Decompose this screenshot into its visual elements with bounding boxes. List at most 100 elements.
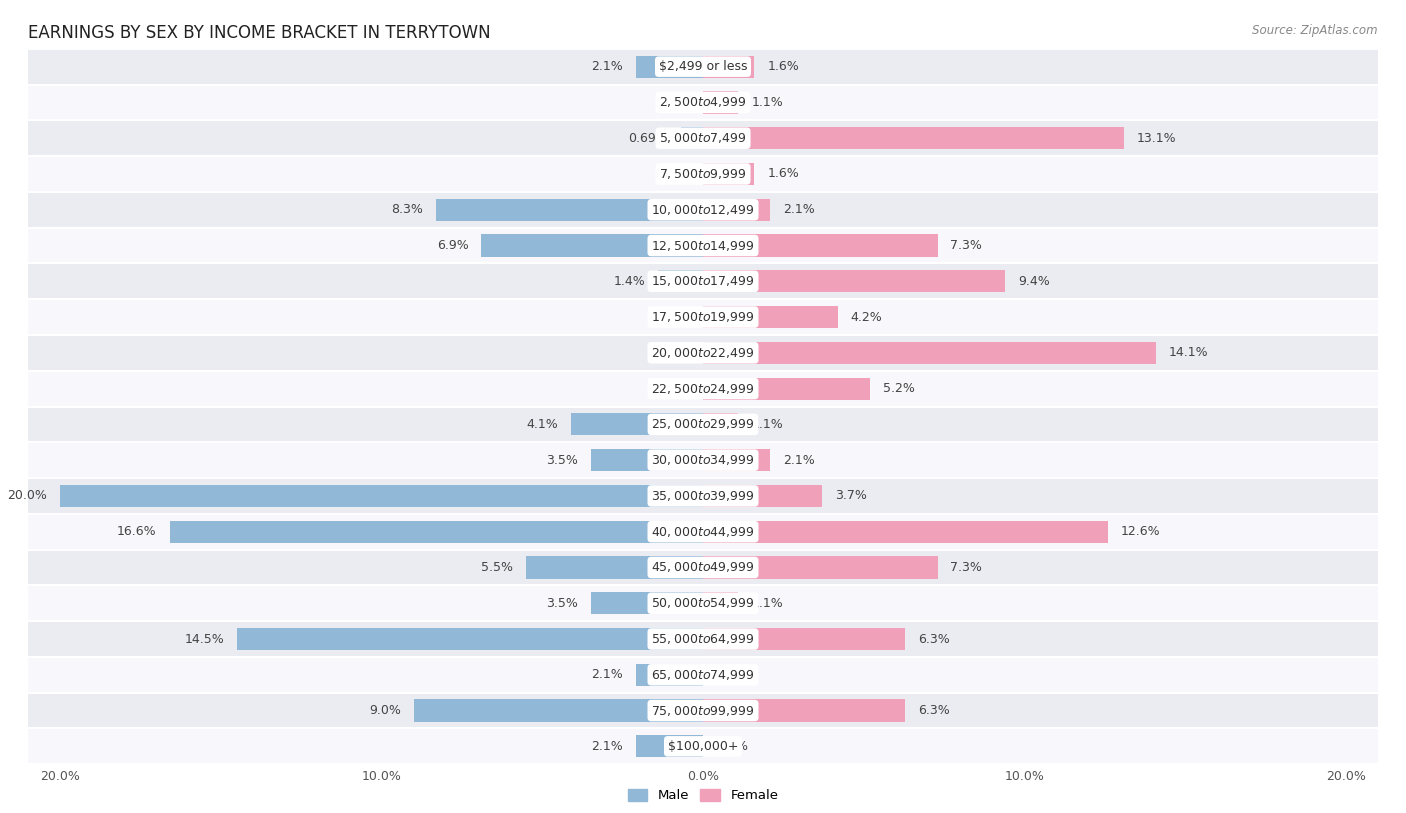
Text: 1.1%: 1.1%	[751, 597, 783, 610]
Text: 16.6%: 16.6%	[117, 525, 156, 538]
Bar	[703, 306, 838, 328]
Text: 1.6%: 1.6%	[768, 167, 799, 180]
Text: 1.4%: 1.4%	[613, 275, 645, 288]
Bar	[703, 592, 738, 615]
Text: 1.1%: 1.1%	[751, 96, 783, 109]
Bar	[0, 85, 1406, 120]
Bar	[703, 127, 1123, 150]
Text: 7.3%: 7.3%	[950, 239, 983, 252]
Bar	[526, 556, 703, 579]
Text: $35,000 to $39,999: $35,000 to $39,999	[651, 489, 755, 503]
Text: $15,000 to $17,499: $15,000 to $17,499	[651, 274, 755, 289]
Text: $65,000 to $74,999: $65,000 to $74,999	[651, 667, 755, 682]
Text: 9.4%: 9.4%	[1018, 275, 1050, 288]
Bar	[658, 270, 703, 293]
Text: 3.7%: 3.7%	[835, 489, 866, 502]
Text: 7.3%: 7.3%	[950, 561, 983, 574]
Text: 0.69%: 0.69%	[628, 132, 668, 145]
Text: 2.1%: 2.1%	[783, 454, 815, 467]
Bar	[0, 406, 1406, 442]
Bar	[636, 735, 703, 758]
Bar	[436, 198, 703, 221]
Bar	[636, 55, 703, 78]
Text: $30,000 to $34,999: $30,000 to $34,999	[651, 453, 755, 467]
Bar	[703, 699, 905, 722]
Text: 20.0%: 20.0%	[7, 489, 48, 502]
Text: 1.6%: 1.6%	[768, 60, 799, 73]
Text: 12.6%: 12.6%	[1121, 525, 1160, 538]
Text: 14.1%: 14.1%	[1168, 346, 1209, 359]
Bar	[0, 478, 1406, 514]
Text: $2,499 or less: $2,499 or less	[659, 60, 747, 73]
Text: EARNINGS BY SEX BY INCOME BRACKET IN TERRYTOWN: EARNINGS BY SEX BY INCOME BRACKET IN TER…	[28, 24, 491, 42]
Bar	[0, 657, 1406, 693]
Bar	[703, 449, 770, 472]
Text: $7,500 to $9,999: $7,500 to $9,999	[659, 167, 747, 181]
Bar	[703, 520, 1108, 543]
Bar	[703, 234, 938, 257]
Text: $25,000 to $29,999: $25,000 to $29,999	[651, 417, 755, 432]
Bar	[60, 485, 703, 507]
Bar	[0, 693, 1406, 728]
Bar	[0, 263, 1406, 299]
Legend: Male, Female: Male, Female	[623, 784, 783, 807]
Bar	[0, 49, 1406, 85]
Bar	[0, 621, 1406, 657]
Text: $75,000 to $99,999: $75,000 to $99,999	[651, 703, 755, 718]
Bar	[0, 192, 1406, 228]
Bar	[591, 449, 703, 472]
Text: 2.1%: 2.1%	[783, 203, 815, 216]
Text: $2,500 to $4,999: $2,500 to $4,999	[659, 95, 747, 110]
Text: $45,000 to $49,999: $45,000 to $49,999	[651, 560, 755, 575]
Bar	[481, 234, 703, 257]
Bar	[0, 299, 1406, 335]
Text: 9.0%: 9.0%	[368, 704, 401, 717]
Bar	[703, 413, 738, 436]
Text: 2.1%: 2.1%	[591, 60, 623, 73]
Text: 0.0%: 0.0%	[658, 311, 690, 324]
Text: $100,000+: $100,000+	[668, 740, 738, 753]
Bar	[703, 55, 755, 78]
Bar	[703, 556, 938, 579]
Bar	[0, 442, 1406, 478]
Bar	[0, 156, 1406, 192]
Text: 13.1%: 13.1%	[1137, 132, 1177, 145]
Text: 14.5%: 14.5%	[184, 633, 224, 646]
Text: $5,000 to $7,499: $5,000 to $7,499	[659, 131, 747, 146]
Text: $10,000 to $12,499: $10,000 to $12,499	[651, 202, 755, 217]
Text: 6.3%: 6.3%	[918, 633, 950, 646]
Text: $40,000 to $44,999: $40,000 to $44,999	[651, 524, 755, 539]
Text: $20,000 to $22,499: $20,000 to $22,499	[651, 346, 755, 360]
Bar	[703, 270, 1005, 293]
Text: 3.5%: 3.5%	[546, 597, 578, 610]
Text: 0.0%: 0.0%	[658, 382, 690, 395]
Bar	[636, 663, 703, 686]
Text: 2.1%: 2.1%	[591, 668, 623, 681]
Text: 8.3%: 8.3%	[391, 203, 423, 216]
Bar	[238, 628, 703, 650]
Text: 3.5%: 3.5%	[546, 454, 578, 467]
Bar	[0, 335, 1406, 371]
Text: 5.5%: 5.5%	[481, 561, 513, 574]
Text: 0.0%: 0.0%	[658, 96, 690, 109]
Bar	[0, 371, 1406, 406]
Bar	[591, 592, 703, 615]
Text: 0.0%: 0.0%	[658, 346, 690, 359]
Bar	[170, 520, 703, 543]
Text: 0.0%: 0.0%	[716, 740, 748, 753]
Text: $12,500 to $14,999: $12,500 to $14,999	[651, 238, 755, 253]
Text: Source: ZipAtlas.com: Source: ZipAtlas.com	[1253, 24, 1378, 37]
Text: $22,500 to $24,999: $22,500 to $24,999	[651, 381, 755, 396]
Text: $50,000 to $54,999: $50,000 to $54,999	[651, 596, 755, 611]
Text: $55,000 to $64,999: $55,000 to $64,999	[651, 632, 755, 646]
Text: 1.1%: 1.1%	[751, 418, 783, 431]
Text: 2.1%: 2.1%	[591, 740, 623, 753]
Text: 6.9%: 6.9%	[437, 239, 468, 252]
Bar	[703, 485, 823, 507]
Text: 0.0%: 0.0%	[716, 668, 748, 681]
Bar	[0, 728, 1406, 764]
Text: 6.3%: 6.3%	[918, 704, 950, 717]
Bar	[571, 413, 703, 436]
Bar	[703, 91, 738, 114]
Bar	[703, 377, 870, 400]
